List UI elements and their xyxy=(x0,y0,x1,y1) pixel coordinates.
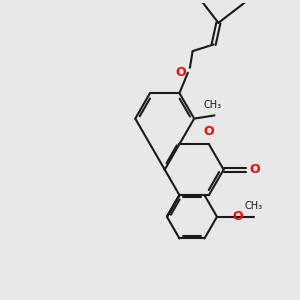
Text: O: O xyxy=(232,210,243,223)
Text: O: O xyxy=(176,66,186,79)
Text: CH₃: CH₃ xyxy=(245,202,263,212)
Text: O: O xyxy=(204,124,214,138)
Text: O: O xyxy=(249,163,260,176)
Text: CH₃: CH₃ xyxy=(204,100,222,110)
